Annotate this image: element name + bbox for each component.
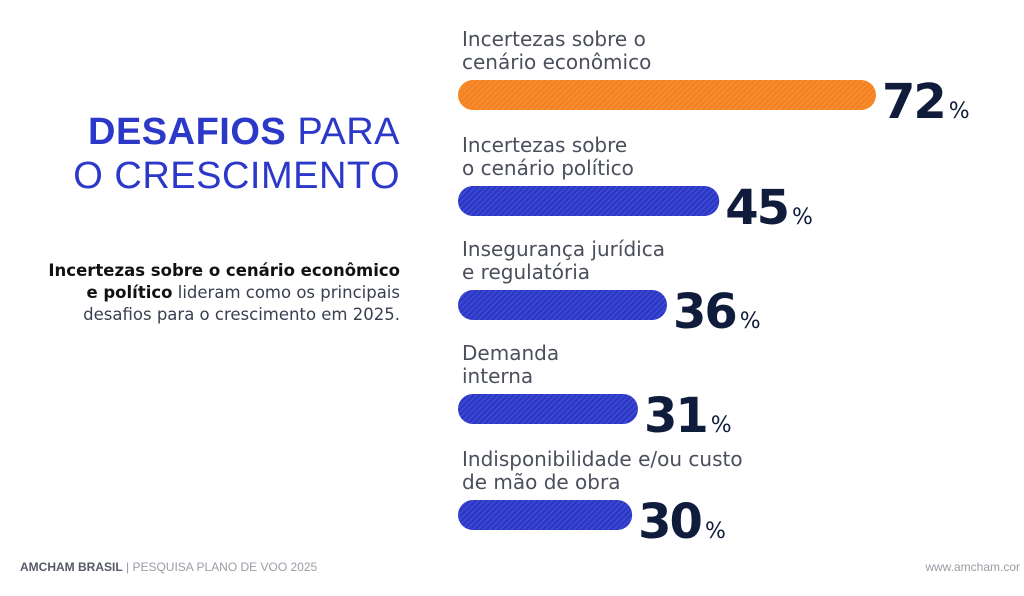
category-label: Insegurança jurídica e regulatória <box>462 237 665 284</box>
footer-website: www.amcham.cor <box>925 560 1020 574</box>
data-label: 30% <box>638 494 726 550</box>
category-label: Demanda interna <box>462 341 560 388</box>
category-label: Indisponibilidade e/ou custo de mão de o… <box>462 447 743 494</box>
summary-rest: lideram como os principais desafios para… <box>83 283 400 324</box>
category-label: Incertezas sobre o cenário econômico <box>462 27 652 74</box>
footer-source: AMCHAM BRASIL | PESQUISA PLANO DE VOO 20… <box>20 560 317 574</box>
footer-brand: AMCHAM BRASIL <box>20 560 123 574</box>
title-light-1: PARA <box>297 111 400 153</box>
summary-text: Incertezas sobre o cenário econômico e p… <box>40 260 400 326</box>
summary-strong: Incertezas sobre o cenário econômico e p… <box>48 261 400 302</box>
bar-texture <box>458 290 667 320</box>
footer-survey: PESQUISA PLANO DE VOO 2025 <box>132 560 318 574</box>
data-label: 31% <box>644 388 732 444</box>
footer-separator: | <box>122 560 133 574</box>
data-label: 72% <box>882 74 970 130</box>
data-label: 36% <box>673 284 761 340</box>
data-label: 45% <box>725 180 813 236</box>
category-label: Incertezas sobre o cenário político <box>462 133 634 180</box>
bar-texture <box>458 186 720 216</box>
title-strong: DESAFIOS <box>88 111 287 153</box>
bar-texture <box>458 80 876 110</box>
bar-texture <box>458 394 638 424</box>
title-light-2: O CRESCIMENTO <box>73 155 400 197</box>
page-title: DESAFIOS PARA O CRESCIMENTO <box>73 110 400 198</box>
bar-texture <box>458 500 633 530</box>
